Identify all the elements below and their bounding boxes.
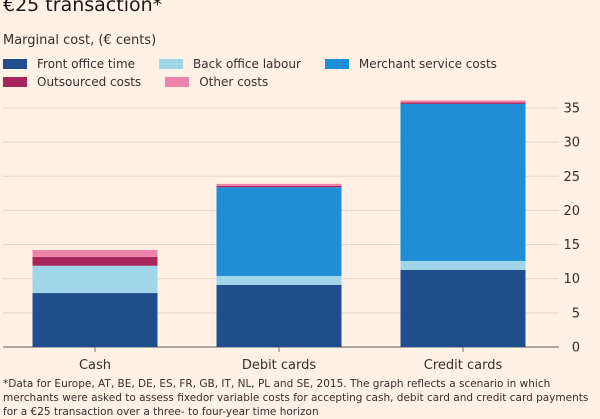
legend-label: Merchant service costs xyxy=(358,57,497,71)
x-tick-label: Credit cards xyxy=(424,358,503,373)
bar-segment xyxy=(216,275,342,285)
legend-label: Back office labour xyxy=(193,57,301,71)
y-tick-label: 30 xyxy=(563,136,580,151)
legend-swatch xyxy=(324,59,349,69)
y-tick-label: 10 xyxy=(563,272,580,287)
y-tick-label: 0 xyxy=(572,341,580,356)
bar-segment xyxy=(32,256,158,266)
legend-swatch xyxy=(159,59,184,69)
legend-item: Front office time xyxy=(3,57,135,71)
y-tick-label: 5 xyxy=(572,306,580,321)
bar-segment xyxy=(32,250,158,257)
legend-label: Front office time xyxy=(37,57,136,71)
bar-segment xyxy=(216,187,342,276)
y-tick-label: 20 xyxy=(563,204,580,219)
bar-segment xyxy=(216,185,342,188)
y-tick-label: 35 xyxy=(563,102,580,117)
chart-subtitle: Marginal cost, (€ cents) xyxy=(3,33,157,48)
bar-segment xyxy=(32,265,158,294)
y-tick-label: 25 xyxy=(563,170,580,185)
bar-segment xyxy=(400,102,526,104)
legend-swatch xyxy=(3,59,27,69)
chart-title: €25 transaction* xyxy=(3,0,163,16)
legend-label: Other costs xyxy=(199,75,269,89)
bar-segment xyxy=(400,100,526,103)
legend-swatch xyxy=(165,77,190,87)
bar-segment xyxy=(32,293,158,347)
footnote: *Data for Europe, AT, BE, DE, ES, FR, GB… xyxy=(3,378,589,418)
bar-segment xyxy=(216,183,342,186)
bar-segment xyxy=(400,260,526,270)
legend-label: Outsourced costs xyxy=(37,75,142,89)
legend-item: Outsourced costs xyxy=(3,75,141,89)
legend-item: Merchant service costs xyxy=(324,57,497,71)
x-tick-label: Debit cards xyxy=(242,358,317,373)
stacked-bar-chart: 0 5 10 15 20 25 30 35 Cash Debit cards Credit card… xyxy=(3,100,580,373)
bar-segment xyxy=(216,284,342,347)
legend-item: Other costs xyxy=(165,75,268,89)
y-tick-label: 15 xyxy=(563,238,580,253)
x-tick-label: Cash xyxy=(79,358,111,373)
legend-swatch xyxy=(3,77,27,87)
bar-segment xyxy=(400,103,526,261)
legend-item: Back office labour xyxy=(159,57,301,71)
bar-segment xyxy=(400,269,526,347)
legend: Front office time Back office labour Merch… xyxy=(3,57,595,89)
